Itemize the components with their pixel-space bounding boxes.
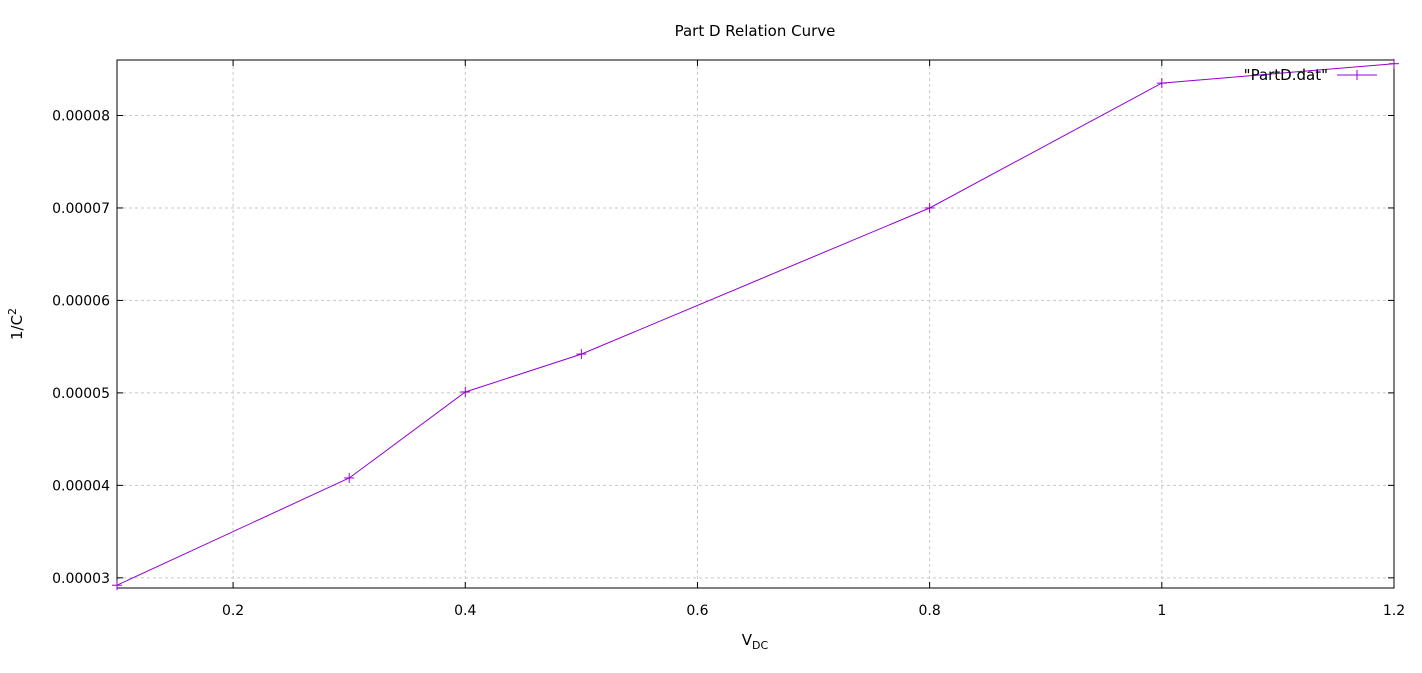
plot-area-frame <box>116 59 1395 589</box>
data-point-marker <box>924 202 935 213</box>
x-axis-label: VDC <box>742 631 769 652</box>
y-tick-label: 0.00008 <box>52 108 110 124</box>
x-tick-label: 0.2 <box>222 603 244 619</box>
data-point-marker <box>344 472 355 483</box>
legend-label: "PartD.dat" <box>1244 66 1328 84</box>
data-point-marker <box>460 386 471 397</box>
x-axis-label-main: V <box>742 631 753 649</box>
legend-marker <box>1352 70 1362 80</box>
x-tick-label: 1 <box>1157 603 1166 619</box>
x-tick-label: 0.8 <box>919 603 941 619</box>
series-layer <box>112 58 1399 591</box>
data-point-marker <box>1156 78 1167 89</box>
axis-ticks: 0.2 0.4 0.6 0.8 1 1.2 0.00003 0.00004 0.00005 0.0… <box>52 60 1405 619</box>
y-axis-label-main: 1/C <box>8 315 26 340</box>
y-tick-label: 0.00005 <box>52 386 110 402</box>
data-point-marker <box>1389 58 1399 69</box>
legend: "PartD.dat" <box>1244 66 1377 84</box>
data-point-marker <box>112 580 122 591</box>
x-tick-label: 1.2 <box>1383 603 1405 619</box>
y-axis-label: 1/C2 <box>6 308 26 340</box>
x-axis-label-subscript: DC <box>752 639 768 652</box>
y-tick-label: 0.00006 <box>52 293 110 309</box>
y-axis-label-superscript: 2 <box>6 308 19 315</box>
y-tick-label: 0.00003 <box>52 571 110 587</box>
grid-lines <box>117 60 1394 588</box>
data-point-marker <box>576 349 587 360</box>
series-line <box>116 63 1395 586</box>
y-tick-label: 0.00004 <box>52 478 110 494</box>
x-tick-label: 0.4 <box>454 603 476 619</box>
chart-title: Part D Relation Curve <box>675 22 836 40</box>
x-tick-label: 0.6 <box>686 603 708 619</box>
y-tick-label: 0.00007 <box>52 201 110 217</box>
